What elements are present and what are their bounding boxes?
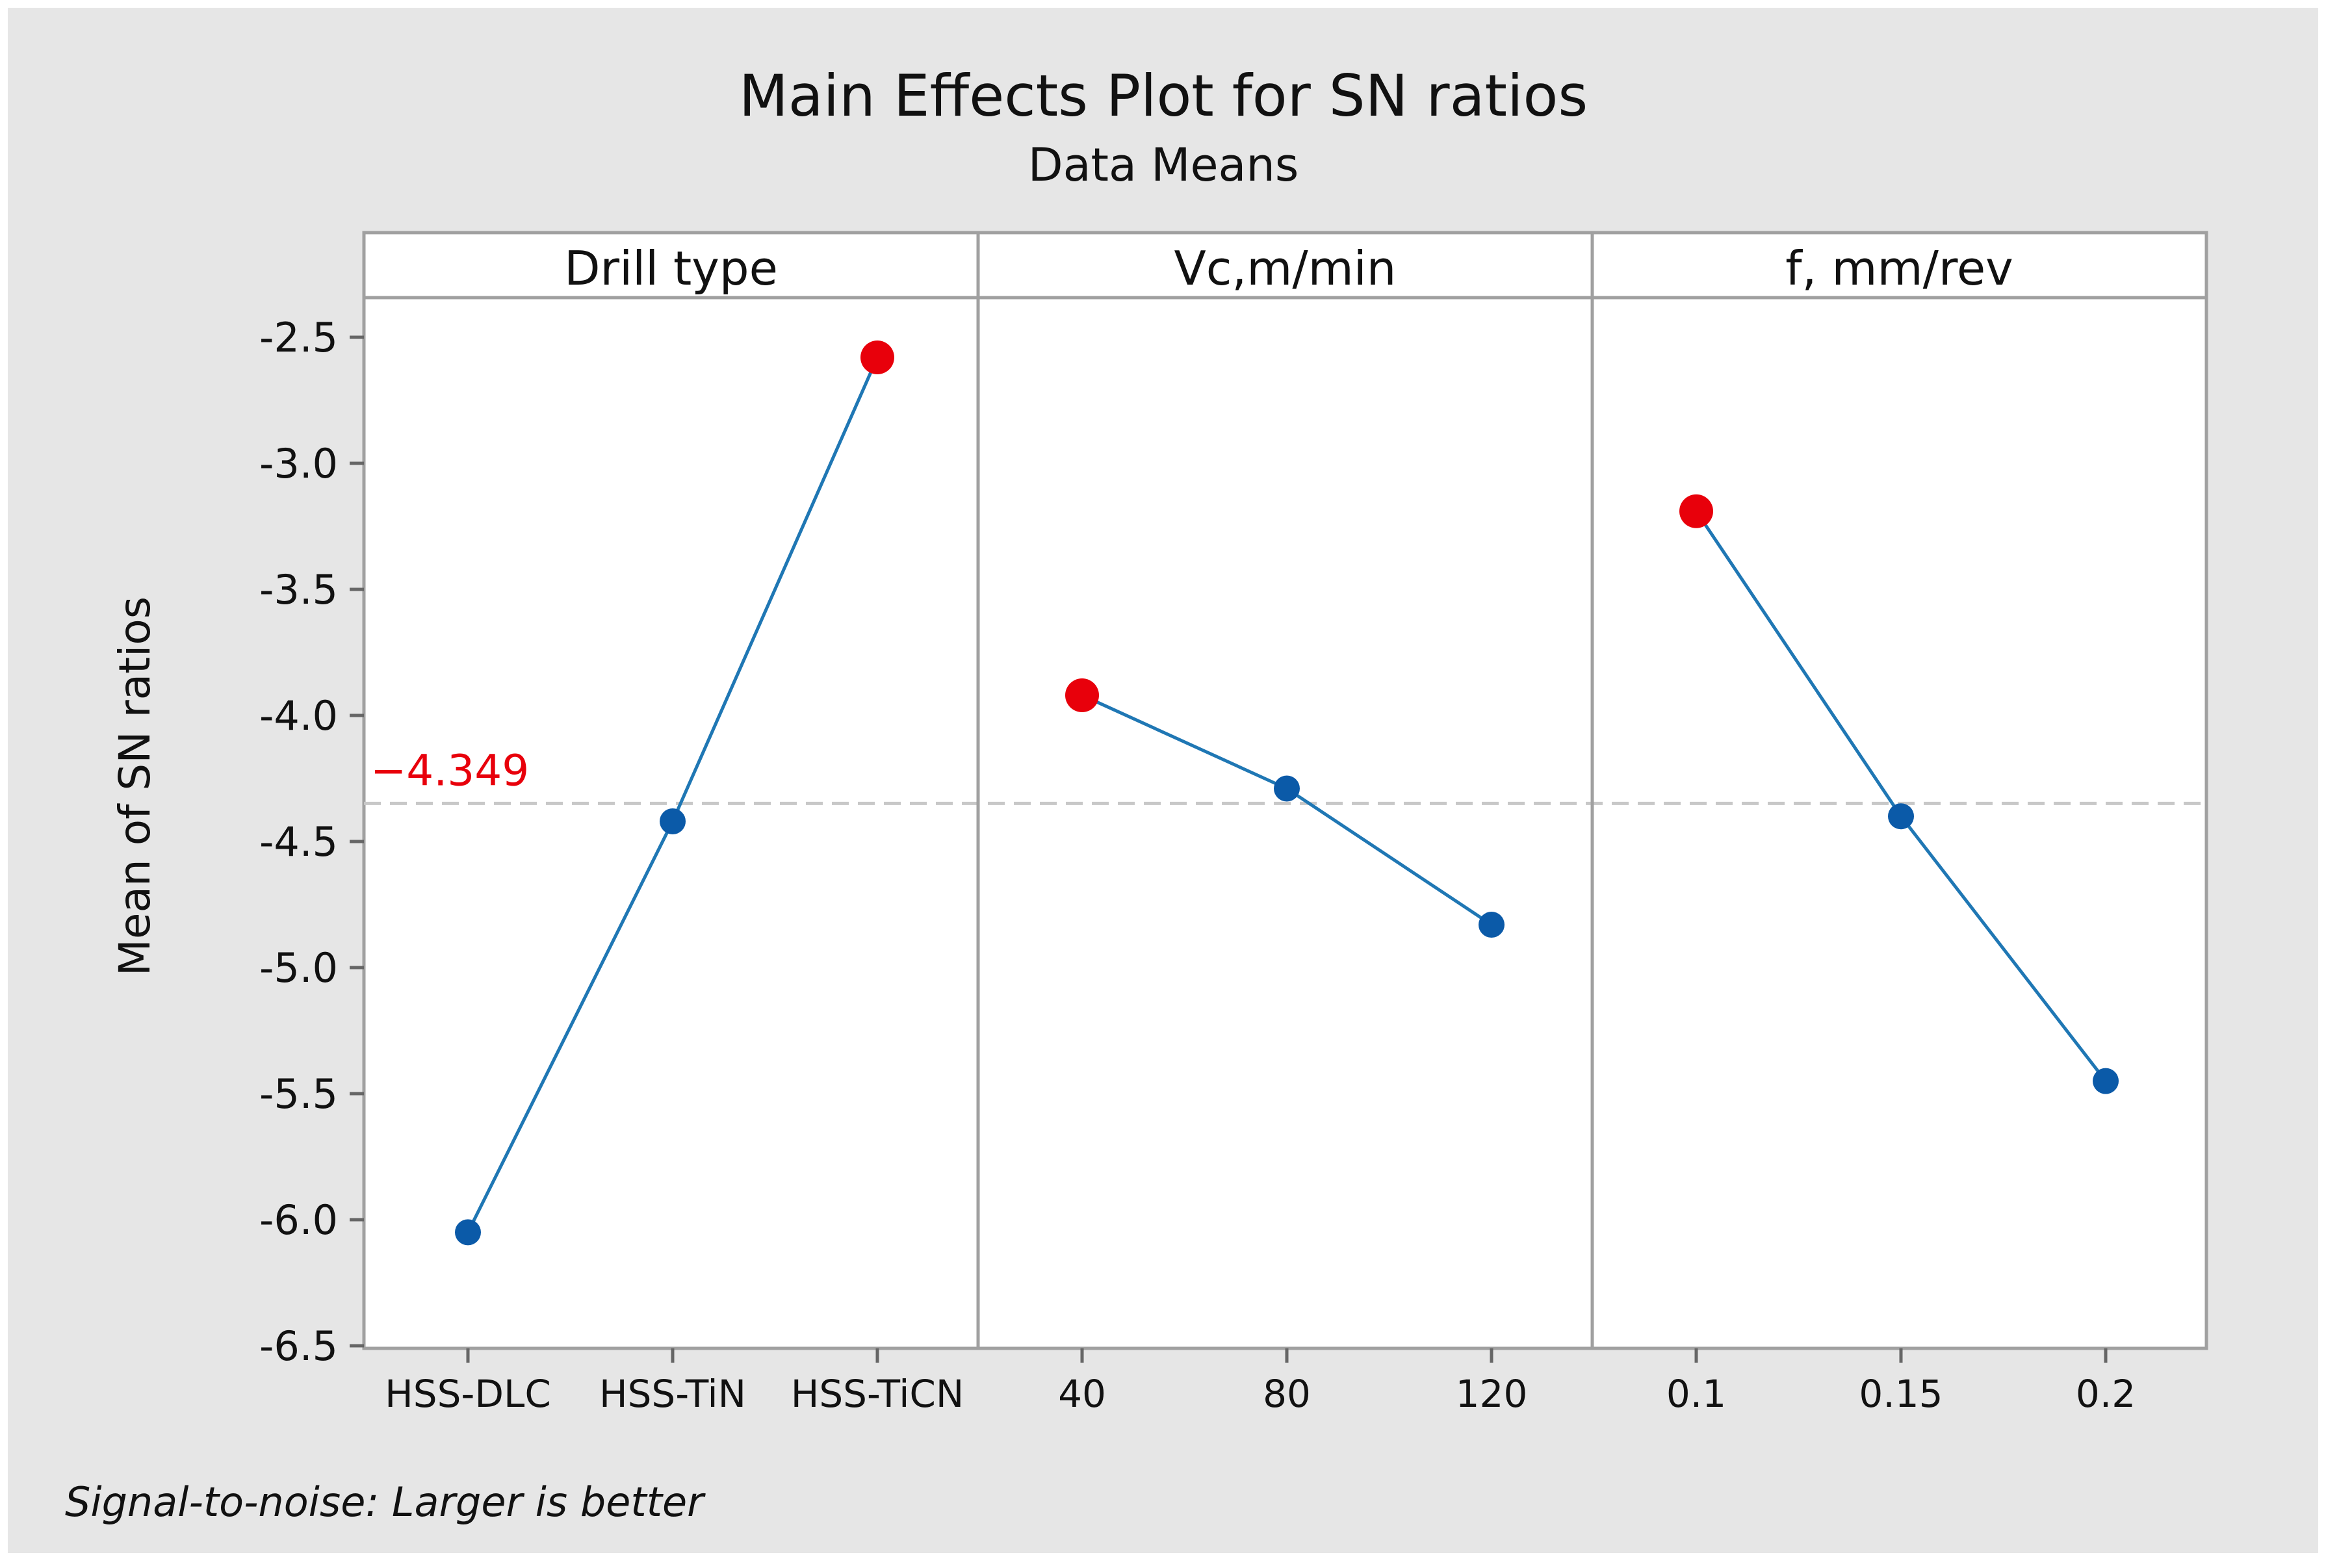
y-axis-label: Mean of SN ratios	[110, 597, 160, 976]
x-tick-label: HSS-TiN	[599, 1372, 746, 1416]
y-tick-label: -5.5	[259, 1070, 338, 1118]
panel-title: f, mm/rev	[1785, 241, 2013, 296]
data-point	[1479, 912, 1505, 938]
y-tick-label: -3.5	[259, 566, 338, 613]
data-point	[1888, 803, 1914, 830]
data-point	[2093, 1068, 2119, 1094]
footnote: Signal-to-noise: Larger is better	[65, 1478, 706, 1526]
x-tick-label: HSS-TiCN	[791, 1372, 964, 1416]
chart-title: Main Effects Plot for SN ratios	[739, 62, 1588, 129]
best-data-point	[860, 341, 894, 375]
data-point	[1274, 775, 1300, 802]
x-tick-label: 0.15	[1859, 1372, 1943, 1416]
y-tick-label: -3.0	[259, 440, 338, 487]
best-data-point	[1065, 678, 1099, 712]
data-point	[660, 808, 686, 834]
x-tick-label: 0.1	[1666, 1372, 1726, 1416]
x-tick-label: 80	[1263, 1372, 1311, 1416]
plot-area: −4.349 -2.5 -3.0 -3.5 -4.0 -4.5 -5.0 -5.5 -6.0 -6…	[259, 231, 2208, 1416]
y-tick-label: -6.0	[259, 1196, 338, 1244]
panel-title: Vc,m/min	[1174, 241, 1397, 296]
data-point	[455, 1219, 481, 1246]
y-tick-label: -6.5	[259, 1322, 338, 1370]
y-tick-label: -2.5	[259, 314, 338, 361]
panel-title: Drill type	[564, 241, 778, 296]
y-tick-label: -4.0	[259, 692, 338, 739]
x-tick-label: HSS-DLC	[385, 1372, 551, 1416]
reference-line-label: −4.349	[370, 745, 529, 795]
best-data-point	[1679, 494, 1713, 528]
x-tick-label: 40	[1058, 1372, 1106, 1416]
x-tick-label: 120	[1456, 1372, 1528, 1416]
x-tick-label: 0.2	[2076, 1372, 2136, 1416]
y-tick-label: -5.0	[259, 944, 338, 992]
chart-subtitle: Data Means	[1028, 138, 1299, 192]
y-tick-label: -4.5	[259, 818, 338, 866]
